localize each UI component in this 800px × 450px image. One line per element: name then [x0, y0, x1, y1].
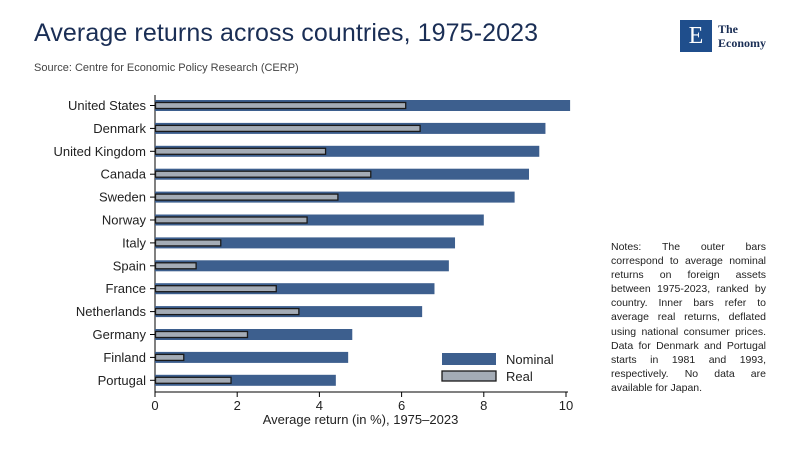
category-label: United Kingdom — [54, 144, 147, 159]
category-label: Finland — [103, 350, 146, 365]
publisher-logo[interactable]: E The Economy — [680, 20, 766, 52]
logo-wordmark: The Economy — [718, 22, 766, 50]
category-label: United States — [68, 98, 147, 113]
legend-swatch-nominal — [442, 353, 496, 365]
bar-nominal — [155, 145, 540, 157]
bar-real — [154, 285, 277, 293]
bar-real — [154, 307, 300, 316]
category-label: Netherlands — [76, 304, 147, 319]
bar-nominal — [155, 214, 484, 226]
bar-real — [154, 170, 372, 178]
logo-mark: E — [680, 20, 712, 52]
category-label: France — [106, 281, 146, 296]
bar-real — [154, 376, 232, 384]
bar-nominal — [155, 329, 353, 340]
category-label: Spain — [113, 258, 146, 273]
x-tick-label: 10 — [559, 398, 573, 413]
logo-line-2: Economy — [718, 36, 766, 50]
bar-real — [154, 216, 308, 224]
chart-title: Average returns across countries, 1975-2… — [34, 19, 539, 47]
x-tick-label: 8 — [480, 398, 487, 413]
bar-real — [154, 330, 249, 339]
x-tick-label: 2 — [234, 398, 241, 413]
category-label: Italy — [122, 235, 146, 250]
category-label: Norway — [102, 213, 147, 228]
bar-real — [154, 239, 222, 247]
x-tick-label: 6 — [398, 398, 405, 413]
source-note: Source: Centre for Economic Policy Resea… — [34, 62, 299, 74]
bar-real — [154, 353, 185, 362]
bar-nominal — [155, 374, 336, 386]
x-axis-label: Average return (in %), 1975–2023 — [263, 412, 459, 427]
category-label: Sweden — [99, 190, 146, 205]
logo-line-1: The — [718, 22, 739, 36]
bar-nominal — [155, 351, 349, 363]
bar-nominal — [155, 283, 435, 295]
category-label: Denmark — [93, 121, 146, 136]
legend-label-nominal: Nominal — [506, 352, 554, 367]
legend-swatch-real — [441, 370, 497, 382]
bar-real — [154, 147, 327, 155]
bar-real — [154, 101, 407, 110]
x-tick-label: 0 — [151, 398, 158, 413]
category-label: Germany — [93, 327, 147, 342]
x-tick-label: 4 — [316, 398, 323, 413]
bar-nominal — [155, 237, 456, 249]
bar-nominal — [155, 260, 449, 272]
bar-real — [154, 193, 339, 201]
legend-label-real: Real — [506, 369, 533, 384]
category-label: Portugal — [98, 373, 147, 388]
bar-real — [154, 262, 197, 270]
chart-notes: Notes: The outer bars correspond to aver… — [611, 241, 766, 394]
category-label: Canada — [100, 167, 146, 182]
bar-real — [154, 124, 421, 133]
